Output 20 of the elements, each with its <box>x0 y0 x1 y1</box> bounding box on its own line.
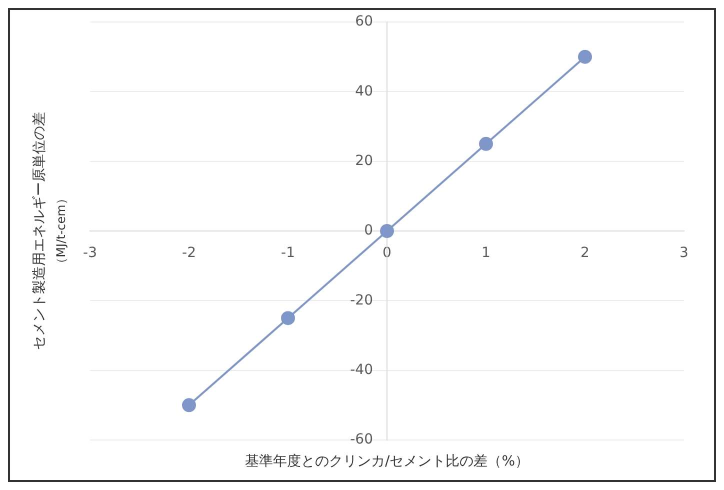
y-tick-label: 20 <box>355 152 373 169</box>
y-axis-title: セメント製造用エネルギー原単位の差（MJ/t-cem） <box>32 112 68 350</box>
x-tick-label: 3 <box>680 245 688 262</box>
y-tick-label: 40 <box>355 83 373 100</box>
y-tick-label: -40 <box>350 362 373 378</box>
point <box>479 136 493 151</box>
point <box>380 224 394 238</box>
x-tick-label: 2 <box>580 245 590 262</box>
y-tick-label: -20 <box>350 292 373 308</box>
x-tick-label: 1 <box>482 245 490 262</box>
y-tick-label: 0 <box>364 222 373 239</box>
point <box>182 398 196 412</box>
y-tick-label: 60 <box>355 14 373 30</box>
x-tick-label: -1 <box>281 245 295 262</box>
x-axis-title: 基準年度とのクリンカ/セメント比の差（%） <box>244 454 530 470</box>
y-tick-label: -60 <box>350 432 373 448</box>
x-tick-label: -3 <box>83 245 97 262</box>
point <box>578 50 592 64</box>
point <box>281 311 295 326</box>
x-tick-label: -2 <box>182 245 196 262</box>
